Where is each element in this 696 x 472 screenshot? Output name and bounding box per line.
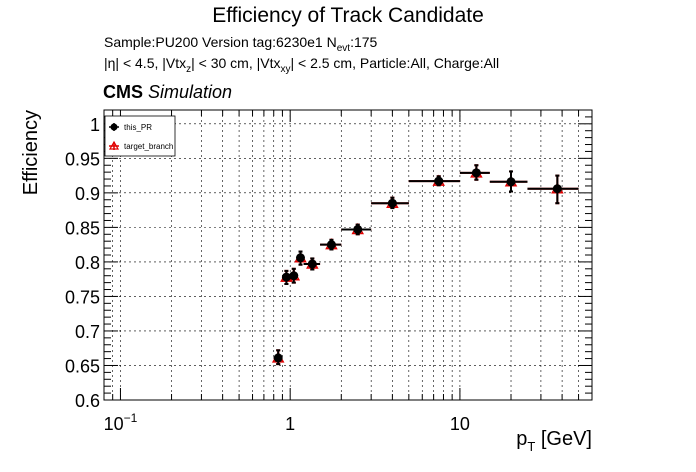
chart-title: Efficiency of Track Candidate [212, 4, 484, 27]
legend: this_PR target_branch [104, 115, 176, 157]
cuts-subscript-1: z [186, 63, 192, 75]
plot-frame [103, 109, 593, 401]
sample-info-line: Sample:PU200 Version tag:6230e1 Nevt:175 [104, 34, 377, 54]
x-tick-label-base: 10 [104, 414, 124, 434]
selection-cuts-line: |η| < 4.5, |Vtxz| < 30 cm, |Vtxxy| < 2.5… [104, 55, 499, 75]
cms-italic-text: Simulation [148, 82, 233, 102]
legend-marker [108, 140, 120, 150]
this_PR-point [387, 198, 397, 208]
tick-labels: 10−1 1 100.60.650.70.750.80.850.90.951 [65, 115, 470, 434]
axis-ticks [103, 109, 593, 401]
y-tick-label: 0.6 [75, 391, 100, 411]
y-tick-label: 0.9 [75, 184, 100, 204]
grid-lines [103, 110, 593, 400]
this_PR-point [434, 176, 444, 186]
this_PR-point [289, 271, 299, 281]
x-label-subscript: T [527, 439, 535, 454]
cuts-text-2: | < 30 cm, |Vtx [191, 55, 281, 71]
x-tick-label-exponent: −1 [124, 411, 138, 425]
this_PR-point [353, 224, 363, 234]
this_PR-point [281, 272, 291, 282]
this_PR-point [326, 240, 336, 250]
legend-marker [110, 123, 118, 131]
x-axis-label: pT [GeV] [516, 428, 592, 454]
cms-label: CMS Simulation [103, 82, 232, 103]
legend-label: target_branch [124, 142, 173, 151]
y-tick-label: 0.85 [65, 218, 100, 238]
x-label-unit: [GeV] [535, 428, 592, 450]
cuts-text-3: | < 2.5 cm, Particle:All, Charge:All [290, 55, 500, 71]
data-points [271, 164, 579, 366]
this_PR-point [273, 353, 283, 363]
this_PR-point [295, 253, 305, 263]
this_PR-point [552, 184, 562, 194]
legend-label: this_PR [124, 123, 152, 132]
x-tick-label: 10−1 [104, 411, 138, 434]
x-label-main: p [516, 428, 527, 450]
y-tick-label: 0.75 [65, 287, 100, 307]
y-tick-label: 0.95 [65, 149, 100, 169]
cms-bold-text: CMS [103, 82, 143, 102]
x-tick-label: 10 [450, 414, 470, 434]
this_PR-point [307, 259, 317, 269]
nevt-value: :175 [350, 34, 378, 50]
nevt-subscript: evt [336, 42, 351, 54]
cuts-text-1: |η| < 4.5, |Vtx [104, 55, 187, 71]
sample-info-text: Sample:PU200 Version tag:6230e1 N [104, 34, 337, 50]
this_PR-point [471, 168, 481, 178]
y-tick-label: 0.7 [75, 322, 100, 342]
y-tick-label: 1 [90, 115, 100, 135]
cuts-subscript-2: xy [280, 63, 291, 75]
y-axis-label: Efficiency [20, 110, 42, 195]
this_PR-point [506, 177, 516, 187]
y-tick-label: 0.8 [75, 253, 100, 273]
x-tick-label: 1 [285, 414, 295, 434]
y-tick-label: 0.65 [65, 356, 100, 376]
